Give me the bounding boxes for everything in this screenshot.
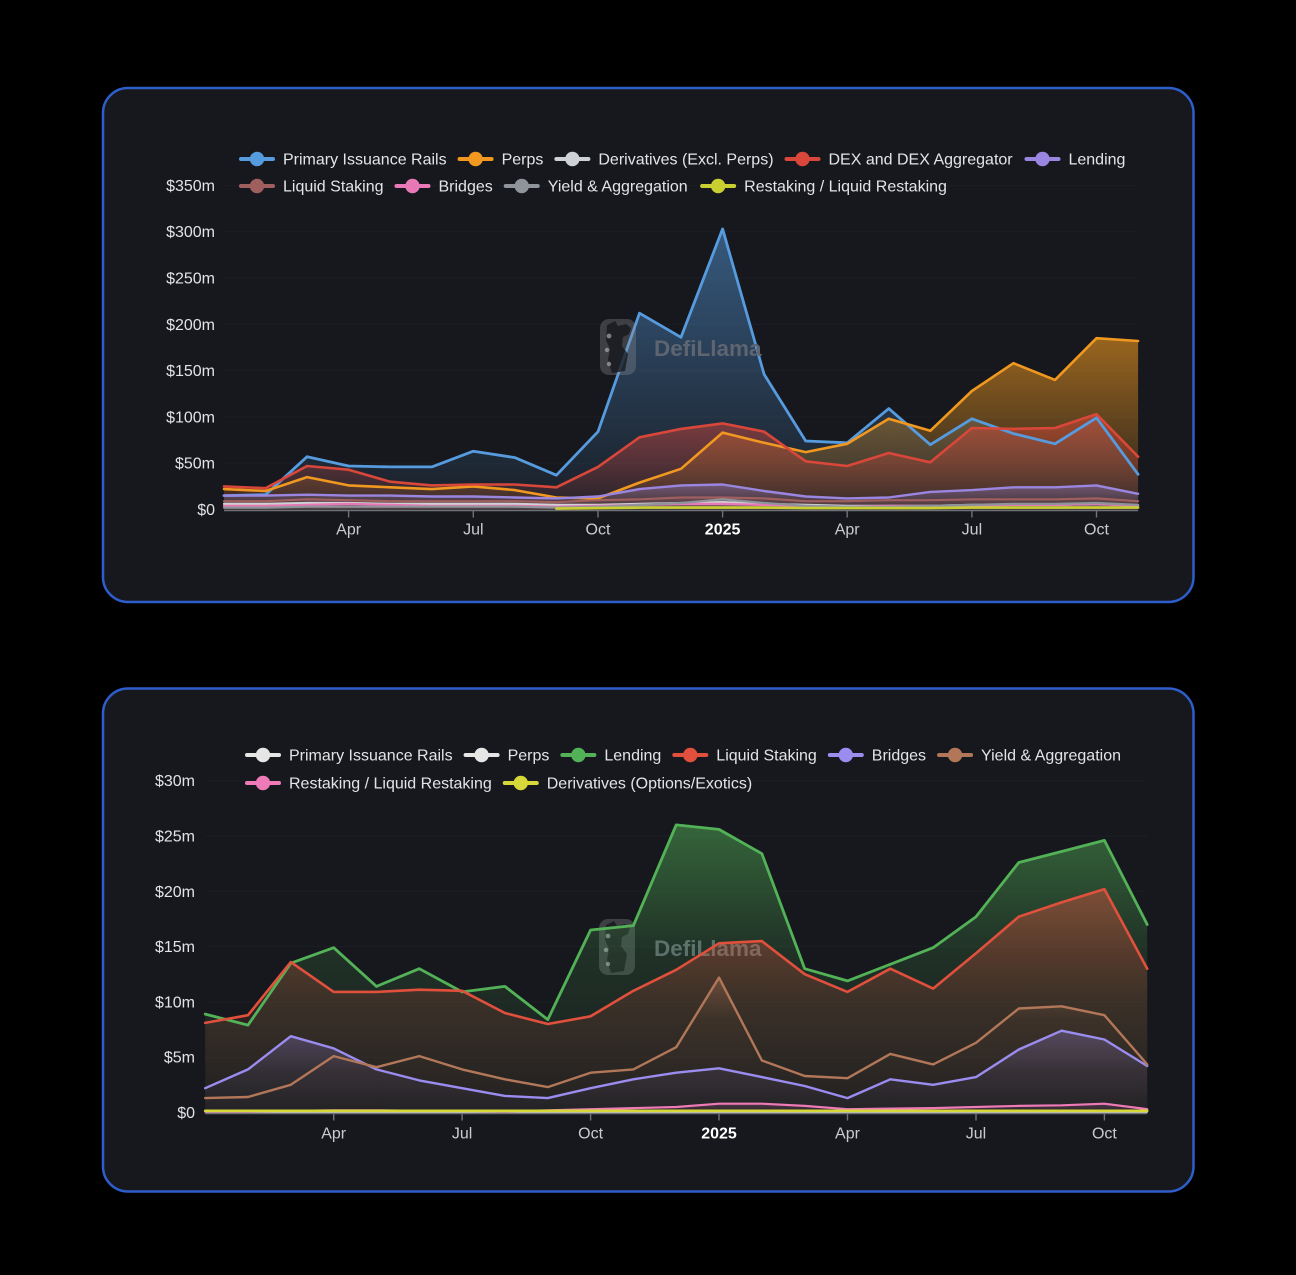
svg-text:DefiLlama: DefiLlama: [654, 336, 762, 361]
svg-text:Jul: Jul: [452, 1126, 472, 1143]
svg-text:2025: 2025: [701, 1126, 737, 1143]
svg-text:Perps: Perps: [502, 152, 544, 169]
svg-text:$20m: $20m: [155, 884, 195, 901]
svg-text:Bridges: Bridges: [872, 748, 926, 765]
svg-text:Bridges: Bridges: [438, 179, 492, 196]
svg-text:$0: $0: [177, 1105, 195, 1122]
svg-text:Oct: Oct: [1092, 1126, 1117, 1143]
svg-text:Jul: Jul: [966, 1126, 986, 1143]
svg-text:$150m: $150m: [166, 363, 215, 380]
svg-text:Perps: Perps: [508, 748, 550, 765]
svg-text:$200m: $200m: [166, 317, 215, 334]
svg-text:$5m: $5m: [164, 1050, 195, 1067]
svg-text:$15m: $15m: [155, 939, 195, 956]
svg-text:Yield & Aggregation: Yield & Aggregation: [981, 748, 1121, 765]
svg-text:Lending: Lending: [1068, 152, 1125, 169]
svg-text:Oct: Oct: [1084, 522, 1109, 539]
svg-text:Derivatives (Excl. Perps): Derivatives (Excl. Perps): [598, 152, 773, 169]
svg-text:Oct: Oct: [586, 522, 611, 539]
svg-text:$250m: $250m: [166, 271, 215, 288]
svg-text:Liquid Staking: Liquid Staking: [716, 748, 817, 765]
svg-text:Jul: Jul: [463, 522, 483, 539]
svg-text:Derivatives (Options/Exotics): Derivatives (Options/Exotics): [547, 776, 752, 793]
svg-text:Restaking / Liquid Restaking: Restaking / Liquid Restaking: [744, 179, 947, 196]
svg-text:Primary Issuance Rails: Primary Issuance Rails: [289, 748, 453, 765]
svg-text:Jul: Jul: [962, 522, 982, 539]
svg-text:$30m: $30m: [155, 773, 195, 790]
svg-text:DEX and DEX Aggregator: DEX and DEX Aggregator: [829, 152, 1014, 169]
svg-text:$10m: $10m: [155, 994, 195, 1011]
svg-text:Yield & Aggregation: Yield & Aggregation: [548, 179, 688, 196]
svg-text:$350m: $350m: [166, 178, 215, 195]
svg-text:Liquid Staking: Liquid Staking: [283, 179, 384, 196]
svg-text:$25m: $25m: [155, 829, 195, 846]
svg-text:Primary Issuance Rails: Primary Issuance Rails: [283, 152, 447, 169]
svg-text:Lending: Lending: [604, 748, 661, 765]
svg-text:$300m: $300m: [166, 224, 215, 241]
svg-text:Restaking / Liquid Restaking: Restaking / Liquid Restaking: [289, 776, 492, 793]
svg-text:$100m: $100m: [166, 409, 215, 426]
svg-text:2025: 2025: [705, 522, 741, 539]
svg-text:Apr: Apr: [835, 1126, 861, 1143]
svg-text:$50m: $50m: [175, 456, 215, 473]
svg-text:Oct: Oct: [578, 1126, 603, 1143]
svg-text:Apr: Apr: [835, 522, 861, 539]
svg-text:Apr: Apr: [321, 1126, 347, 1143]
svg-text:$0: $0: [197, 502, 215, 519]
svg-text:Apr: Apr: [336, 522, 362, 539]
